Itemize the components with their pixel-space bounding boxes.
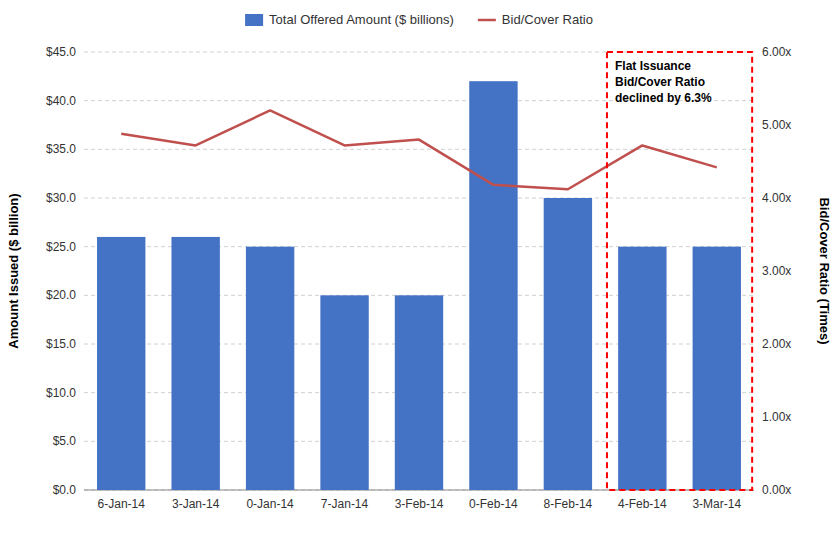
y2-tick-label: 0.00x — [762, 483, 791, 497]
y2-axis-label: Bid/Cover Ratio (Times) — [817, 197, 832, 344]
bar — [544, 198, 592, 490]
x-tick-label: 3-Mar-14 — [692, 497, 741, 511]
y2-tick-label: 2.00x — [762, 337, 791, 351]
y-tick-label: $25.0 — [46, 240, 76, 254]
x-tick-label: 7-Jan-14 — [321, 497, 369, 511]
y-tick-label: $30.0 — [46, 191, 76, 205]
chart-container: $0.0 $5.0 $10.0 $15.0 $20.0 $25.0 $30.0 $35.0 $4… — [0, 0, 838, 536]
bar — [618, 247, 666, 490]
y2-tick-label: 1.00x — [762, 410, 791, 424]
bar — [97, 237, 145, 490]
legend-label: Total Offered Amount ($ billions) — [269, 12, 454, 27]
x-tick-label: 6-Jan-14 — [98, 497, 146, 511]
y2-tick-label: 6.00x — [762, 45, 791, 59]
y2-tick-label: 4.00x — [762, 191, 791, 205]
x-tick-label: 3-Feb-14 — [395, 497, 444, 511]
x-tick-label: 3-Jan-14 — [172, 497, 220, 511]
bar — [246, 247, 294, 490]
legend: Total Offered Amount ($ billions) Bid/Cov… — [245, 12, 593, 27]
background — [0, 0, 838, 536]
y-tick-label: $40.0 — [46, 94, 76, 108]
legend-item: Bid/Cover Ratio — [478, 12, 593, 27]
bar — [320, 295, 368, 490]
plot-area — [97, 81, 741, 490]
y-tick-label: $5.0 — [53, 434, 77, 448]
y2-tick-label: 3.00x — [762, 264, 791, 278]
y-tick-label: $10.0 — [46, 386, 76, 400]
legend-swatch — [245, 14, 263, 26]
annotation-line: declined by 6.3% — [615, 91, 712, 105]
annotation-line: Bid/Cover Ratio — [615, 75, 705, 89]
line — [121, 110, 717, 189]
y2-tick-label: 5.00x — [762, 118, 791, 132]
chart: $0.0 $5.0 $10.0 $15.0 $20.0 $25.0 $30.0 $35.0 $4… — [0, 0, 838, 536]
grid — [84, 52, 754, 490]
grid-line — [84, 52, 754, 53]
legend-item: Total Offered Amount ($ billions) — [245, 12, 454, 27]
x-tick-label: 4-Feb-14 — [618, 497, 667, 511]
annotation-line: Flat Issuance — [615, 59, 691, 73]
x-tick-label: 8-Feb-14 — [544, 497, 593, 511]
bar — [395, 295, 443, 490]
bar — [171, 237, 219, 490]
legend-swatch — [478, 19, 496, 22]
y-axis-label: Amount Issued ($ billion) — [6, 193, 21, 348]
y-tick-label: $0.0 — [53, 483, 77, 497]
bar — [693, 247, 741, 490]
x-tick-label: 0-Jan-14 — [246, 497, 294, 511]
y-tick-label: $45.0 — [46, 45, 76, 59]
bar — [469, 81, 517, 490]
y-tick-label: $20.0 — [46, 288, 76, 302]
y-tick-label: $15.0 — [46, 337, 76, 351]
legend-label: Bid/Cover Ratio — [502, 12, 593, 27]
x-tick-label: 0-Feb-14 — [469, 497, 518, 511]
y-tick-label: $35.0 — [46, 142, 76, 156]
grid-line — [84, 198, 754, 199]
annotation: Flat Issuance Bid/Cover Ratio declined by … — [615, 59, 712, 105]
highlight-box — [607, 52, 752, 490]
